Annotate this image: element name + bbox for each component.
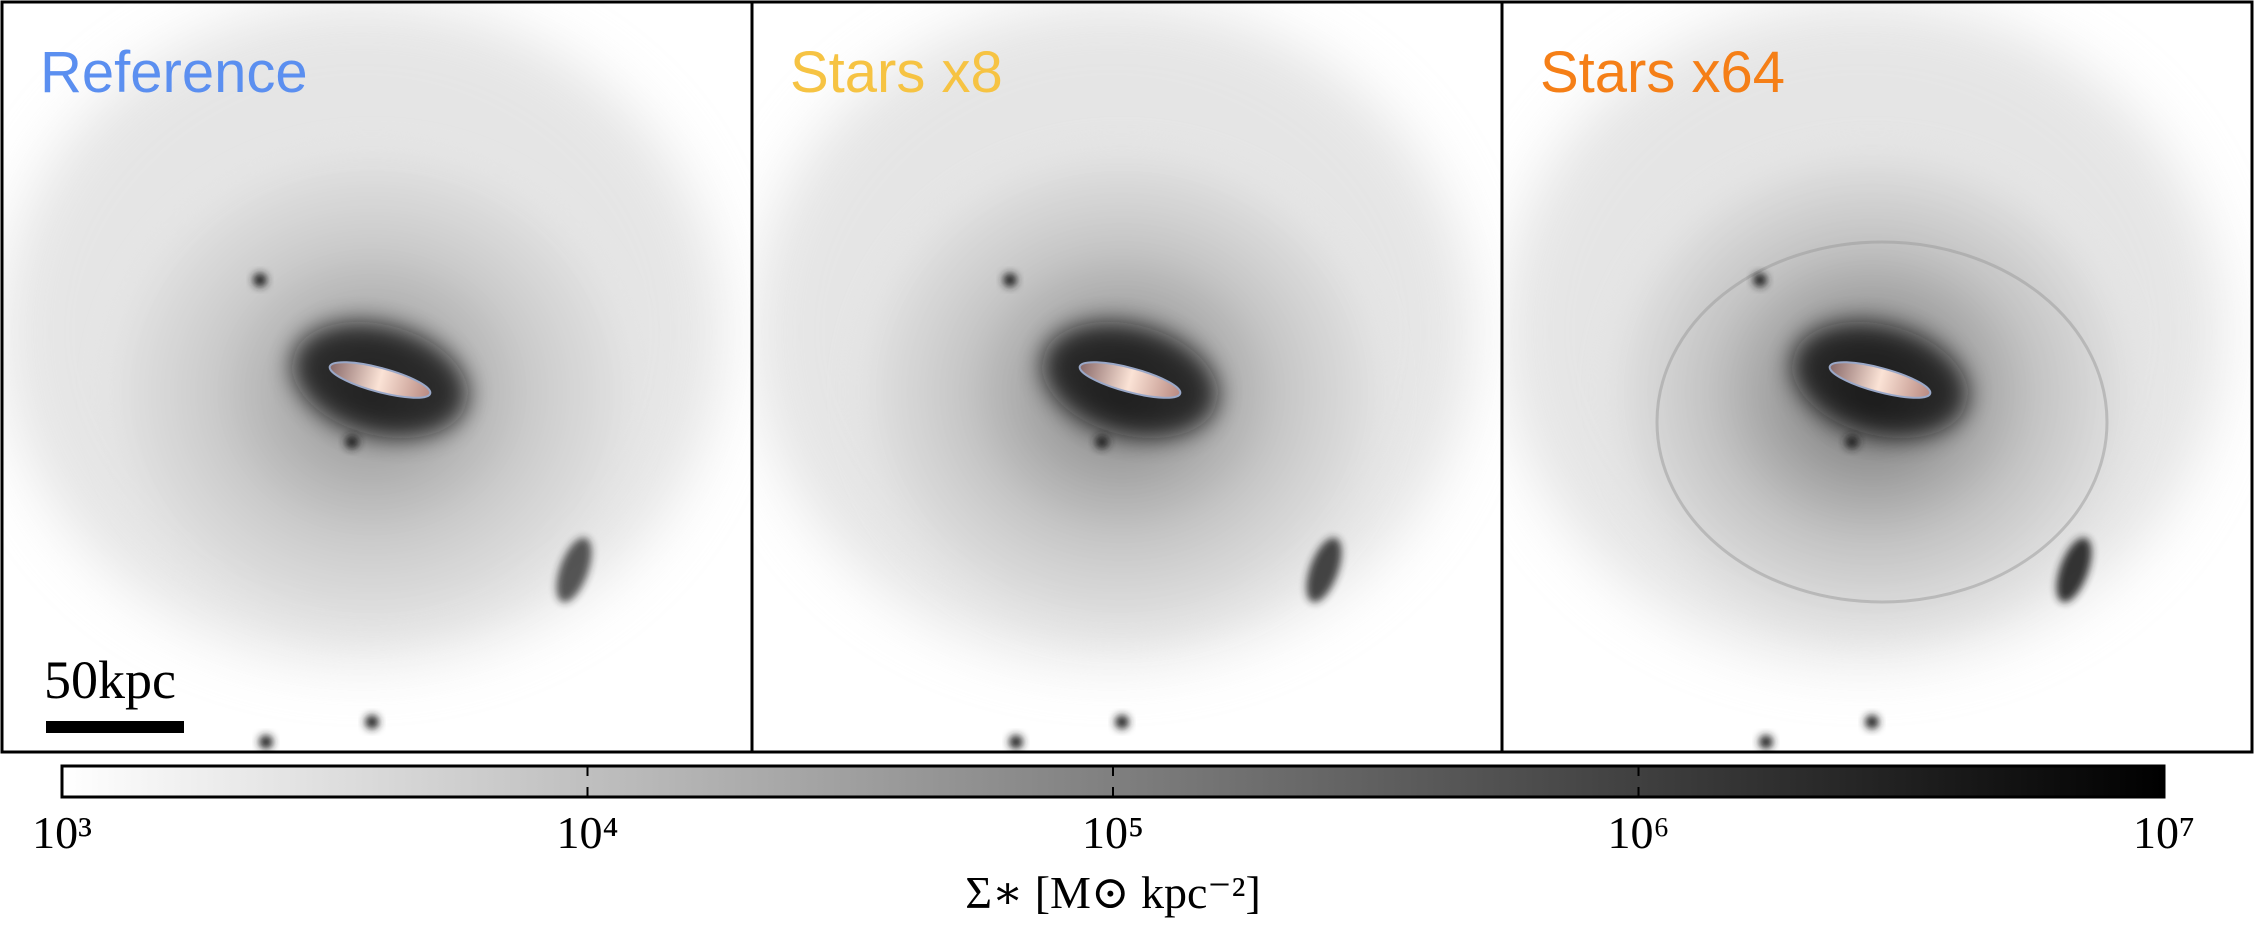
dwarf bbox=[1003, 273, 1017, 287]
dwarf bbox=[253, 273, 267, 287]
colorbar: 10³ 10⁴ 10⁵ 10⁶ 10⁷ bbox=[32, 764, 2195, 858]
image bbox=[1502, 2, 2252, 752]
scale-bar bbox=[46, 721, 184, 733]
dwarf bbox=[259, 735, 273, 749]
satellite bbox=[1306, 537, 1342, 603]
dwarf bbox=[365, 715, 379, 729]
satellite bbox=[2056, 537, 2092, 603]
image bbox=[2, 2, 752, 752]
disk bbox=[1078, 361, 1182, 399]
tick-label: 10⁷ bbox=[2133, 807, 2195, 858]
tick-label: 10³ bbox=[32, 807, 92, 858]
dwarf bbox=[345, 435, 359, 449]
panel-label: Stars x64 bbox=[1540, 40, 1785, 105]
image bbox=[752, 2, 1502, 752]
panels: Reference Stars x8 Stars x64 50kpc bbox=[0, 0, 2254, 754]
dwarf bbox=[1759, 735, 1773, 749]
panel-frame bbox=[1500, 0, 2254, 754]
panel: Stars x8 bbox=[750, 0, 1504, 754]
scale-bar-label: 50kpc bbox=[44, 650, 176, 710]
dwarf bbox=[1753, 273, 1767, 287]
satellite bbox=[556, 537, 592, 603]
panel: Stars x64 bbox=[1500, 0, 2254, 754]
tick-label: 10⁵ bbox=[1082, 807, 1144, 858]
dwarf bbox=[1009, 735, 1023, 749]
panel-label: Stars x8 bbox=[790, 40, 1003, 105]
panel-label: Reference bbox=[40, 40, 308, 105]
colorbar-label: Σ∗ [M⊙ kpc⁻²] bbox=[965, 867, 1261, 918]
shell bbox=[1655, 240, 2109, 604]
panel: Reference bbox=[0, 0, 754, 754]
dwarf bbox=[1095, 435, 1109, 449]
tick-label: 10⁴ bbox=[556, 807, 618, 858]
disk bbox=[328, 361, 432, 399]
tick-label: 10⁶ bbox=[1607, 807, 1669, 858]
dwarf bbox=[1845, 435, 1859, 449]
dwarf bbox=[1865, 715, 1879, 729]
dwarf bbox=[1115, 715, 1129, 729]
disk bbox=[1828, 361, 1932, 399]
